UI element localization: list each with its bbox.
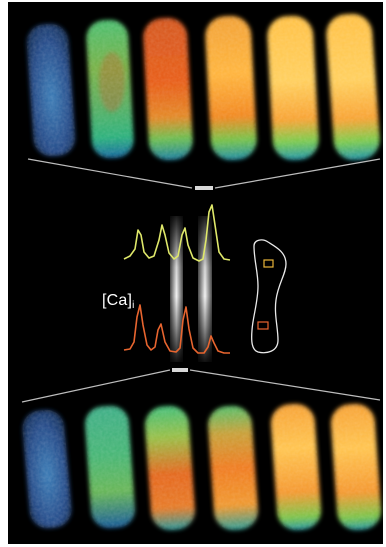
bottom-connector <box>21 368 381 403</box>
cell-image-bottom-1 <box>22 409 72 529</box>
cell-image-top-5 <box>267 15 319 161</box>
top-cell-row <box>26 13 380 161</box>
roi-marker-bottom <box>257 321 269 330</box>
calcium-trace-bottom <box>123 304 230 354</box>
cell-image-top-2 <box>86 19 134 159</box>
figure-graphic <box>21 13 382 531</box>
roi-marker-top <box>263 259 274 268</box>
calcium-label: [Ca]i <box>102 292 135 311</box>
cell-image-bottom-5 <box>270 403 322 531</box>
micrograph-panel: [Ca]i <box>8 2 383 544</box>
bottom-cell-row <box>22 403 382 531</box>
cell-image-bottom-3 <box>145 405 195 531</box>
cell-image-top-1 <box>26 23 76 157</box>
calcium-label-subscript: i <box>132 300 135 311</box>
calcium-label-main: [Ca] <box>102 292 133 309</box>
cell-outline-icon <box>251 239 287 354</box>
top-connector <box>27 158 381 190</box>
cell-image-top-4 <box>205 15 257 161</box>
scan-bar-left <box>170 216 183 362</box>
calcium-trace-top <box>123 204 231 262</box>
cell-image-bottom-2 <box>85 405 135 529</box>
cell-image-bottom-6 <box>330 403 382 531</box>
cell-image-top-6 <box>326 13 380 161</box>
scan-bar-right <box>198 216 212 362</box>
cell-image-top-3 <box>143 17 193 161</box>
cell-image-bottom-4 <box>208 405 258 531</box>
